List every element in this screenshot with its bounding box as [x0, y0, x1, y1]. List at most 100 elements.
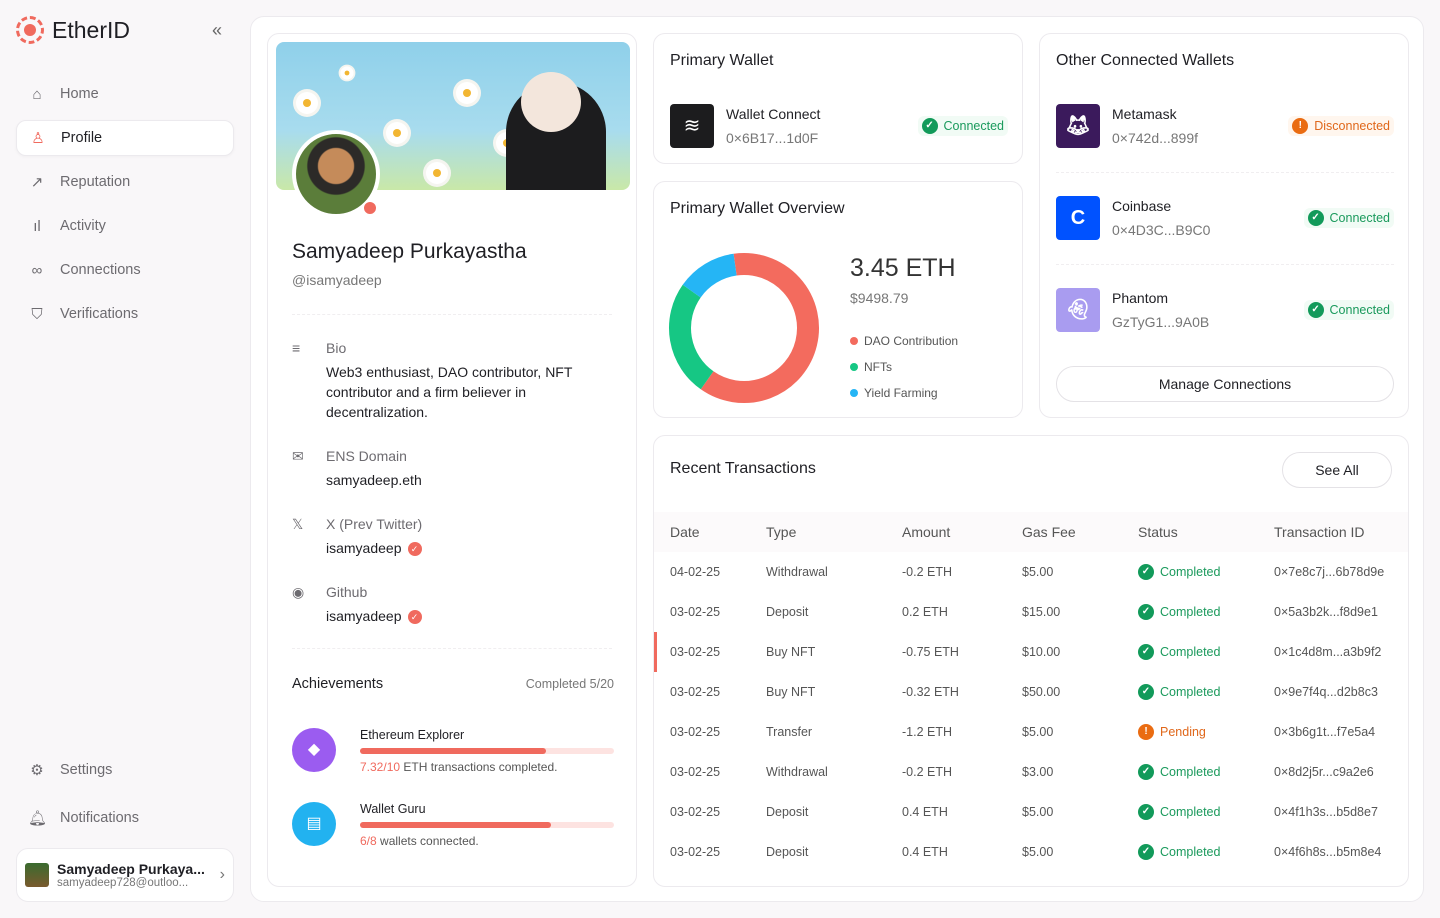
user-name: Samyadeep Purkaya... [57, 861, 205, 877]
avatar [25, 863, 49, 887]
bio-text: Web3 enthusiast, DAO contributor, NFT co… [326, 364, 573, 420]
app-name: EtherID [52, 16, 130, 43]
sidebar-item-connections[interactable]: ∞ Connections [16, 252, 234, 288]
status-badge: ! Pending [1138, 724, 1274, 740]
profile-name: Samyadeep Purkayastha [292, 240, 527, 263]
table-cell: -0.32 ETH [902, 685, 959, 699]
table-cell: Deposit [766, 805, 809, 819]
ens-label: ENS Domain [326, 448, 407, 464]
sidebar-item-settings[interactable]: ⚙ Settings [16, 752, 234, 788]
table-cell: Deposit [766, 845, 809, 859]
table-row[interactable]: 03-02-25 Deposit 0.4 ETH $5.00 ✓ Completed 0×4… [654, 832, 1408, 872]
x-handle[interactable]: isamyadeep [326, 540, 402, 556]
table-cell: Deposit [766, 605, 809, 619]
sidebar-item-reputation[interactable]: ↗ Reputation [16, 164, 234, 200]
metamask-icon: 🦊︎ [1056, 104, 1100, 148]
table-cell: ✓ Completed [1138, 632, 1274, 672]
table-cell: -0.75 ETH [902, 645, 959, 659]
column-header: Date [654, 512, 766, 552]
table-row[interactable]: 03-02-25 Deposit 0.2 ETH $15.00 ✓ Completed 0×… [654, 592, 1408, 632]
transactions-card: Recent Transactions See All Date Type Amou… [653, 435, 1409, 887]
table-cell: ✓ Completed [1138, 592, 1274, 632]
table-cell: $3.00 [1022, 765, 1054, 779]
nav-label: Profile [61, 130, 103, 146]
status-badge: ✓ Completed [1138, 844, 1274, 860]
shield-check-icon: ⛉ [31, 305, 43, 323]
wallet-overview-card: Primary Wallet Overview 3.45 ETH $9498.7… [653, 181, 1023, 418]
usd-balance: $9498.79 [850, 290, 909, 306]
table-cell: -0.2 ETH [902, 565, 953, 579]
text-lines-icon: ≡ [292, 340, 301, 356]
donut-slice-nfts[interactable] [669, 284, 714, 390]
table-cell: 03-02-25 [670, 765, 721, 779]
achievement-wallet-guru: ▤ Wallet Guru 6/8 wallets connected. [292, 802, 614, 862]
status-badge: ✓ Completed [1138, 764, 1274, 780]
sidebar-item-notifications[interactable]: 🔔︎ Notifications [16, 800, 234, 836]
donut-slice-yield-farming[interactable] [682, 253, 738, 298]
table-cell: 0×8d2j5r...c9a2e6 [1274, 765, 1374, 779]
mail-icon: ✉ [292, 448, 304, 464]
sidebar-item-home[interactable]: ⌂ Home [16, 76, 234, 112]
user-email: samyadeep728@outloo... [57, 877, 189, 889]
phantom-icon: 👻︎ [1056, 288, 1100, 332]
github-handle[interactable]: isamyadeep [326, 608, 402, 624]
main-panel: Samyadeep Purkayastha @isamyadeep ≡ Bio W… [250, 16, 1424, 902]
check-icon: ✓ [1138, 804, 1154, 820]
column-header: Gas Fee [1022, 512, 1138, 552]
bio-label: Bio [326, 340, 347, 356]
check-icon: ✓ [1307, 210, 1324, 226]
user-icon: ♙ [31, 130, 45, 147]
achievements-count: Completed 5/20 [525, 677, 614, 691]
donut-slice-dao-contribution[interactable] [700, 253, 819, 403]
progress-text: 6/8 [360, 834, 377, 848]
table-row[interactable]: 03-02-25 Transfer -1.2 ETH $5.00 ! Pending 0×3… [654, 712, 1408, 752]
table-cell: -0.2 ETH [902, 765, 953, 779]
table-row[interactable]: 03-02-25 Buy NFT -0.32 ETH $50.00 ✓ Completed… [654, 672, 1408, 712]
card-title: Primary Wallet [670, 52, 774, 69]
table-row[interactable]: 04-02-25 Withdrawal -0.2 ETH $5.00 ✓ Complete… [654, 552, 1408, 592]
github-field: ◉ Github isamyadeep ✓ [292, 584, 596, 626]
column-header: Status [1138, 512, 1274, 552]
card-title: Primary Wallet Overview [670, 200, 845, 217]
wallet-address: 0×742d...899f [1112, 130, 1199, 146]
see-all-button[interactable]: See All [1282, 452, 1392, 488]
table-row[interactable]: 03-02-25 Buy NFT -0.75 ETH $10.00 ✓ Completed… [654, 632, 1408, 672]
table-cell: 03-02-25 [670, 805, 721, 819]
wallet-name: Wallet Connect [726, 106, 821, 122]
wallet-icon: ▤ [292, 802, 336, 846]
transactions-table: Date Type Amount Gas Fee Status Transaction I… [654, 512, 1408, 872]
progress-text: 7.32/10 [360, 760, 401, 774]
collapse-sidebar-icon[interactable]: « [212, 20, 223, 40]
manage-connections-button[interactable]: Manage Connections [1056, 366, 1394, 402]
table-cell: 0×4f6h8s...b5m8e4 [1274, 845, 1382, 859]
table-cell: Buy NFT [766, 685, 816, 699]
table-cell: -1.2 ETH [902, 725, 953, 739]
progress-bar [360, 822, 614, 828]
profile-card: Samyadeep Purkayastha @isamyadeep ≡ Bio W… [267, 33, 637, 887]
trending-up-icon: ↗ [30, 174, 44, 191]
alert-icon: ! [1138, 724, 1154, 740]
coinbase-icon: C [1056, 196, 1100, 240]
github-icon: ◉ [292, 584, 305, 600]
wallet-name: Phantom [1112, 290, 1169, 306]
sidebar-item-activity[interactable]: ıl Activity [16, 208, 234, 244]
logo[interactable]: EtherID [16, 16, 130, 44]
nav-label: Home [60, 86, 99, 102]
status-badge: ✓ Connected [1303, 208, 1394, 228]
status-badge: ✓ Completed [1138, 564, 1274, 580]
nav-label: Verifications [60, 306, 139, 322]
user-account-card[interactable]: Samyadeep Purkaya... samyadeep728@outloo… [16, 848, 234, 902]
nav-label: Settings [60, 762, 113, 778]
sidebar-item-verifications[interactable]: ⛉ Verifications [16, 296, 234, 332]
alert-icon: ! [1292, 118, 1309, 134]
table-cell: ✓ Completed [1138, 832, 1274, 872]
table-cell: 0×4f1h3s...b5d8e7 [1274, 805, 1378, 819]
sidebar-item-profile[interactable]: ♙ Profile [16, 120, 234, 156]
achievement-title: Ethereum Explorer [360, 728, 465, 742]
wallet-row: C Coinbase 0×4D3C...B9C0 ✓ Connected [1056, 196, 1394, 240]
nav-label: Activity [60, 218, 106, 234]
table-row[interactable]: 03-02-25 Deposit 0.4 ETH $5.00 ✓ Completed 0×4… [654, 792, 1408, 832]
table-cell: $15.00 [1022, 605, 1061, 619]
table-cell: 03-02-25 [670, 605, 721, 619]
table-row[interactable]: 03-02-25 Withdrawal -0.2 ETH $3.00 ✓ Complete… [654, 752, 1408, 792]
